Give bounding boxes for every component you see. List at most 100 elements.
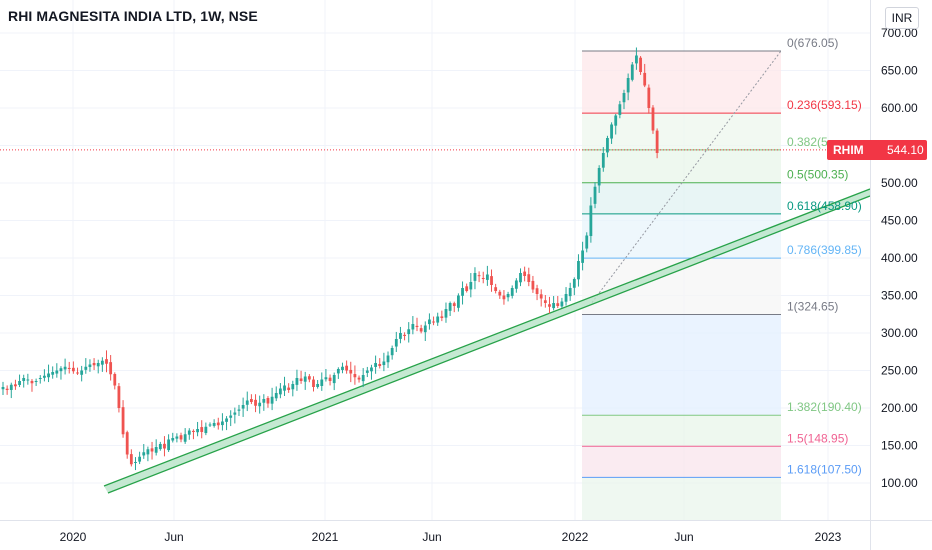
candle-body <box>610 124 613 139</box>
candle <box>469 273 473 298</box>
candle-body <box>183 434 187 442</box>
candle <box>399 326 402 344</box>
candle <box>134 457 137 471</box>
currency-button[interactable]: INR <box>885 7 919 29</box>
time-tick-label: Jun <box>164 530 183 544</box>
candle-body <box>158 444 162 450</box>
fib-retracement-zones <box>582 50 781 520</box>
candle <box>312 376 315 392</box>
candle-body <box>332 375 336 384</box>
candle-body <box>233 412 237 415</box>
candle-body <box>171 438 175 441</box>
candle <box>47 364 50 383</box>
candle-body <box>390 348 394 356</box>
candle <box>287 383 291 393</box>
candle-body <box>316 384 320 387</box>
candle <box>374 355 377 374</box>
price-tick-label: 300.00 <box>881 326 918 340</box>
candle <box>481 271 485 284</box>
last-price-tag: RHIM 544.10 <box>827 140 927 160</box>
candle <box>341 362 344 374</box>
time-axis[interactable]: 2020 Jun 2021 Jun 2022 Jun 2023 <box>60 530 842 544</box>
candle <box>357 375 361 383</box>
candle-body <box>465 286 469 291</box>
price-axis[interactable]: 700.00650.00600.00550.00500.00450.00400.… <box>881 26 918 490</box>
candle-body <box>357 377 361 380</box>
candle-body <box>618 104 622 115</box>
candle-body <box>291 384 295 390</box>
candle <box>461 281 464 305</box>
price-tick-label: 700.00 <box>881 26 918 40</box>
fib-level-label: 1(324.65) <box>787 300 838 314</box>
fib-diagonal <box>591 50 782 303</box>
candle <box>105 350 108 373</box>
candle <box>258 395 262 414</box>
candle <box>14 379 17 390</box>
candle-body <box>606 138 609 153</box>
candle-body <box>113 374 117 386</box>
candle <box>100 357 104 372</box>
candle <box>452 301 456 313</box>
candle-body <box>76 372 79 374</box>
candle-body <box>527 274 531 282</box>
candle <box>535 284 539 301</box>
candle-body <box>498 291 502 296</box>
candle-body <box>506 294 510 298</box>
candle <box>643 63 647 88</box>
candle-body <box>386 355 390 363</box>
fib-zone <box>582 415 781 447</box>
candle-body <box>324 377 328 380</box>
candle <box>647 84 651 114</box>
price-tick-label: 150.00 <box>881 439 918 453</box>
candle-body <box>440 316 444 318</box>
candle <box>18 374 21 388</box>
candle-body <box>167 439 170 451</box>
candle-body <box>403 334 406 336</box>
candle-body <box>647 87 651 108</box>
candle-body <box>212 423 216 426</box>
candle <box>278 383 282 399</box>
candle-body <box>295 378 299 385</box>
price-tick-label: 100.00 <box>881 476 918 490</box>
candle-body <box>423 325 427 333</box>
candle <box>639 56 642 75</box>
candle <box>473 267 477 290</box>
candle-body <box>105 359 108 364</box>
fib-level-label: 0(676.05) <box>787 36 838 50</box>
candle-body <box>444 309 448 318</box>
candle-body <box>138 456 142 462</box>
candle <box>498 289 502 299</box>
candle-body <box>96 363 100 367</box>
candle-body <box>539 294 543 299</box>
candle-body <box>109 362 113 375</box>
candle-body <box>59 368 63 372</box>
price-tick-label: 500.00 <box>881 176 918 190</box>
candle-body <box>523 271 527 276</box>
candle <box>43 369 46 382</box>
candle <box>519 268 522 287</box>
fib-zone <box>582 477 781 520</box>
candle-body <box>258 402 262 407</box>
trend-channel[interactable] <box>103 188 871 494</box>
candle <box>394 331 398 352</box>
candle <box>129 449 133 467</box>
candle <box>415 317 419 332</box>
candle-body <box>216 422 220 426</box>
candle-body <box>146 449 150 455</box>
candle-body <box>543 300 547 303</box>
candle-body <box>510 288 514 296</box>
candle-body <box>208 424 212 426</box>
candle-body <box>262 399 266 403</box>
candle <box>192 429 195 440</box>
candle-body <box>241 405 245 409</box>
candle-body <box>490 276 493 285</box>
candle-body <box>179 435 183 440</box>
candle-body <box>14 384 17 387</box>
candle <box>390 345 394 360</box>
candle-body <box>221 421 224 426</box>
candle <box>204 422 208 436</box>
candle-body <box>100 360 104 365</box>
candle <box>175 433 179 443</box>
candle-body <box>225 418 228 422</box>
